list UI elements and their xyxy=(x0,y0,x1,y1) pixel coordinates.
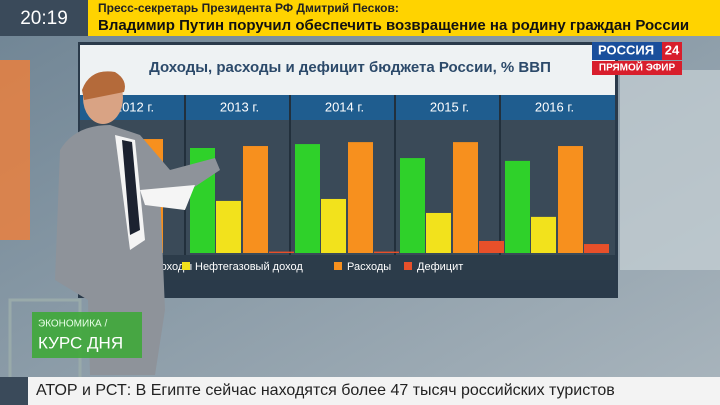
bar xyxy=(269,251,294,253)
clock: 20:19 xyxy=(20,8,68,29)
x-tick-label: 2012 г. xyxy=(115,99,154,114)
legend-swatch xyxy=(334,262,342,270)
program-section: ЭКОНОМИКА / xyxy=(38,319,107,330)
year-header xyxy=(80,95,615,120)
bar xyxy=(374,251,399,253)
x-tick-label: 2014 г. xyxy=(325,99,364,114)
logo-number: 24 xyxy=(665,42,680,57)
bar xyxy=(321,198,346,253)
logo-number-box xyxy=(662,42,682,60)
x-tick-label: 2013 г. xyxy=(220,99,259,114)
legend-label: Нефтегазовый доход xyxy=(195,261,303,273)
bar xyxy=(479,240,504,253)
legend-swatch xyxy=(182,262,190,270)
x-tick-label: 2016 г. xyxy=(535,99,574,114)
legend-swatch xyxy=(404,262,412,270)
studio-panel xyxy=(620,70,720,270)
ticker-text: АТОР и РСТ: В Египте сейчас находятся бо… xyxy=(36,382,615,399)
bar xyxy=(558,146,583,253)
bar xyxy=(400,158,425,253)
bar xyxy=(531,216,556,253)
legend-label: Расходы xyxy=(347,261,391,273)
headline-source: Пресс-секретарь Президента РФ Дмитрий Пе… xyxy=(98,1,399,15)
bar xyxy=(243,146,268,253)
bar xyxy=(584,244,609,253)
bar xyxy=(216,200,241,253)
studio-panel xyxy=(0,60,30,240)
program-box xyxy=(32,312,142,358)
chart-title: Доходы, расходы и дефицит бюджета России… xyxy=(149,59,551,76)
program-name: КУРС ДНЯ xyxy=(38,333,123,352)
bar xyxy=(505,160,530,253)
live-box xyxy=(592,61,682,75)
chart-header xyxy=(80,45,615,95)
logo-box xyxy=(592,42,682,60)
clock-box xyxy=(0,0,88,36)
live-label: ПРЯМОЙ ЭФИР xyxy=(599,61,676,74)
bar xyxy=(426,212,451,253)
bar xyxy=(348,142,373,253)
headline-bar xyxy=(88,0,720,36)
logo-channel: РОССИЯ xyxy=(598,42,654,57)
ticker-bar xyxy=(0,377,720,405)
legend-label: Дефицит xyxy=(417,261,463,273)
headline-text: Владимир Путин поручил обеспечить возвра… xyxy=(98,17,689,34)
legend-row xyxy=(80,255,615,280)
ticker-badge xyxy=(0,377,28,405)
x-tick-label: 2015 г. xyxy=(430,99,469,114)
bar xyxy=(295,144,320,253)
bar xyxy=(453,142,478,253)
